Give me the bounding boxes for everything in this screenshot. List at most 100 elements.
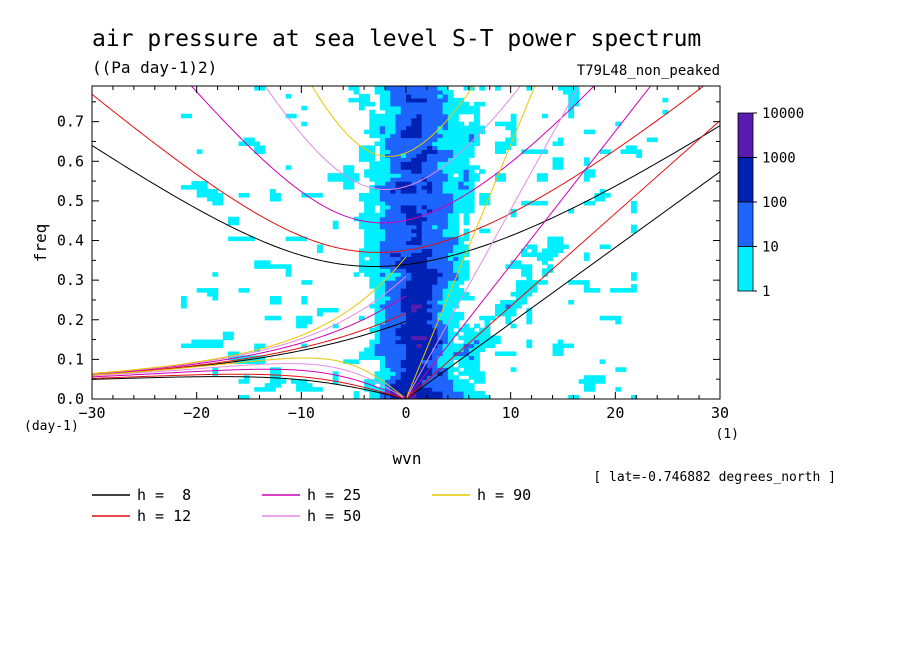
power-cell bbox=[573, 93, 580, 99]
power-cell bbox=[385, 311, 391, 317]
power-cell bbox=[411, 248, 418, 254]
power-cell bbox=[447, 375, 454, 380]
power-cell bbox=[369, 268, 376, 273]
power-cell bbox=[426, 181, 433, 186]
power-cell bbox=[406, 97, 412, 103]
power-cell bbox=[395, 189, 402, 194]
power-cell bbox=[489, 335, 496, 341]
power-cell bbox=[442, 319, 449, 325]
power-cell bbox=[453, 185, 459, 190]
power-cell bbox=[406, 141, 412, 147]
power-cell bbox=[442, 379, 449, 384]
power-cell bbox=[406, 109, 412, 115]
power-cell bbox=[201, 192, 208, 198]
power-cell bbox=[416, 177, 423, 182]
power-cell bbox=[583, 256, 590, 261]
power-cell bbox=[400, 292, 407, 297]
power-cell bbox=[568, 109, 575, 115]
power-cell bbox=[379, 185, 386, 190]
power-cell bbox=[426, 240, 433, 246]
power-cell bbox=[379, 101, 386, 107]
power-cell bbox=[332, 173, 339, 178]
power-cell bbox=[442, 161, 449, 166]
power-cell bbox=[552, 252, 559, 257]
power-cell bbox=[369, 224, 376, 230]
power-cell bbox=[395, 379, 402, 384]
power-cell bbox=[437, 101, 444, 107]
power-cell bbox=[568, 101, 575, 107]
power-cell bbox=[510, 133, 517, 139]
power-cell bbox=[406, 339, 412, 345]
power-cell bbox=[374, 117, 381, 123]
power-cell bbox=[437, 323, 444, 329]
power-cell bbox=[557, 141, 564, 147]
power-cell bbox=[379, 196, 386, 202]
power-cell bbox=[353, 89, 360, 95]
power-cell bbox=[468, 208, 475, 214]
power-cell bbox=[479, 371, 486, 376]
power-cell bbox=[463, 248, 470, 254]
power-cell bbox=[447, 383, 454, 388]
power-cell bbox=[406, 248, 412, 254]
power-cell bbox=[385, 185, 391, 190]
power-cell bbox=[416, 89, 423, 95]
power-cell bbox=[463, 232, 470, 238]
power-cell bbox=[432, 86, 438, 91]
power-cell bbox=[416, 173, 423, 178]
power-cell bbox=[212, 343, 219, 349]
power-cell bbox=[442, 359, 449, 364]
power-cell bbox=[437, 272, 444, 277]
power-cell bbox=[332, 323, 339, 329]
power-cell bbox=[395, 295, 402, 301]
ig1-curve bbox=[92, 125, 720, 268]
power-cell bbox=[453, 351, 459, 357]
power-cell bbox=[442, 311, 449, 317]
power-cell bbox=[400, 240, 407, 246]
power-cell bbox=[453, 387, 459, 392]
power-cell bbox=[458, 395, 465, 399]
power-cell bbox=[547, 236, 554, 242]
power-cell bbox=[406, 125, 412, 131]
power-cell bbox=[411, 292, 418, 297]
power-cell bbox=[421, 319, 428, 325]
power-cell bbox=[510, 307, 517, 313]
power-cell bbox=[468, 391, 475, 396]
power-cell bbox=[369, 165, 376, 170]
power-cell bbox=[536, 173, 543, 178]
power-cell bbox=[442, 387, 449, 392]
power-cell bbox=[500, 303, 507, 309]
power-cell bbox=[416, 228, 423, 234]
power-cell bbox=[379, 113, 386, 119]
power-cell bbox=[458, 272, 465, 277]
power-cell bbox=[385, 129, 391, 135]
power-cell bbox=[228, 236, 234, 242]
power-cell bbox=[426, 335, 433, 341]
power-cell bbox=[400, 212, 407, 218]
power-cell bbox=[526, 244, 533, 250]
power-cell bbox=[494, 303, 501, 309]
chart-subtitle: ((Pa day-1)2) bbox=[92, 58, 217, 77]
power-cell bbox=[432, 169, 438, 174]
power-cell bbox=[364, 153, 370, 158]
power-cell bbox=[390, 355, 397, 360]
power-cell bbox=[421, 89, 428, 95]
power-cell bbox=[364, 351, 370, 357]
power-cell bbox=[458, 280, 465, 285]
power-cell bbox=[400, 299, 407, 305]
power-cell bbox=[390, 339, 397, 345]
power-cell bbox=[421, 367, 428, 372]
power-cell bbox=[463, 173, 470, 178]
power-cell bbox=[400, 125, 407, 131]
power-cell bbox=[228, 351, 234, 357]
power-cell bbox=[374, 185, 381, 190]
power-cell bbox=[395, 347, 402, 353]
power-cell bbox=[526, 149, 533, 154]
power-cell bbox=[442, 101, 449, 107]
power-cell bbox=[468, 153, 475, 158]
power-cell bbox=[390, 89, 397, 95]
power-cell bbox=[369, 395, 376, 399]
power-cell bbox=[526, 252, 533, 257]
power-cell bbox=[411, 137, 418, 143]
power-cell bbox=[599, 379, 606, 384]
